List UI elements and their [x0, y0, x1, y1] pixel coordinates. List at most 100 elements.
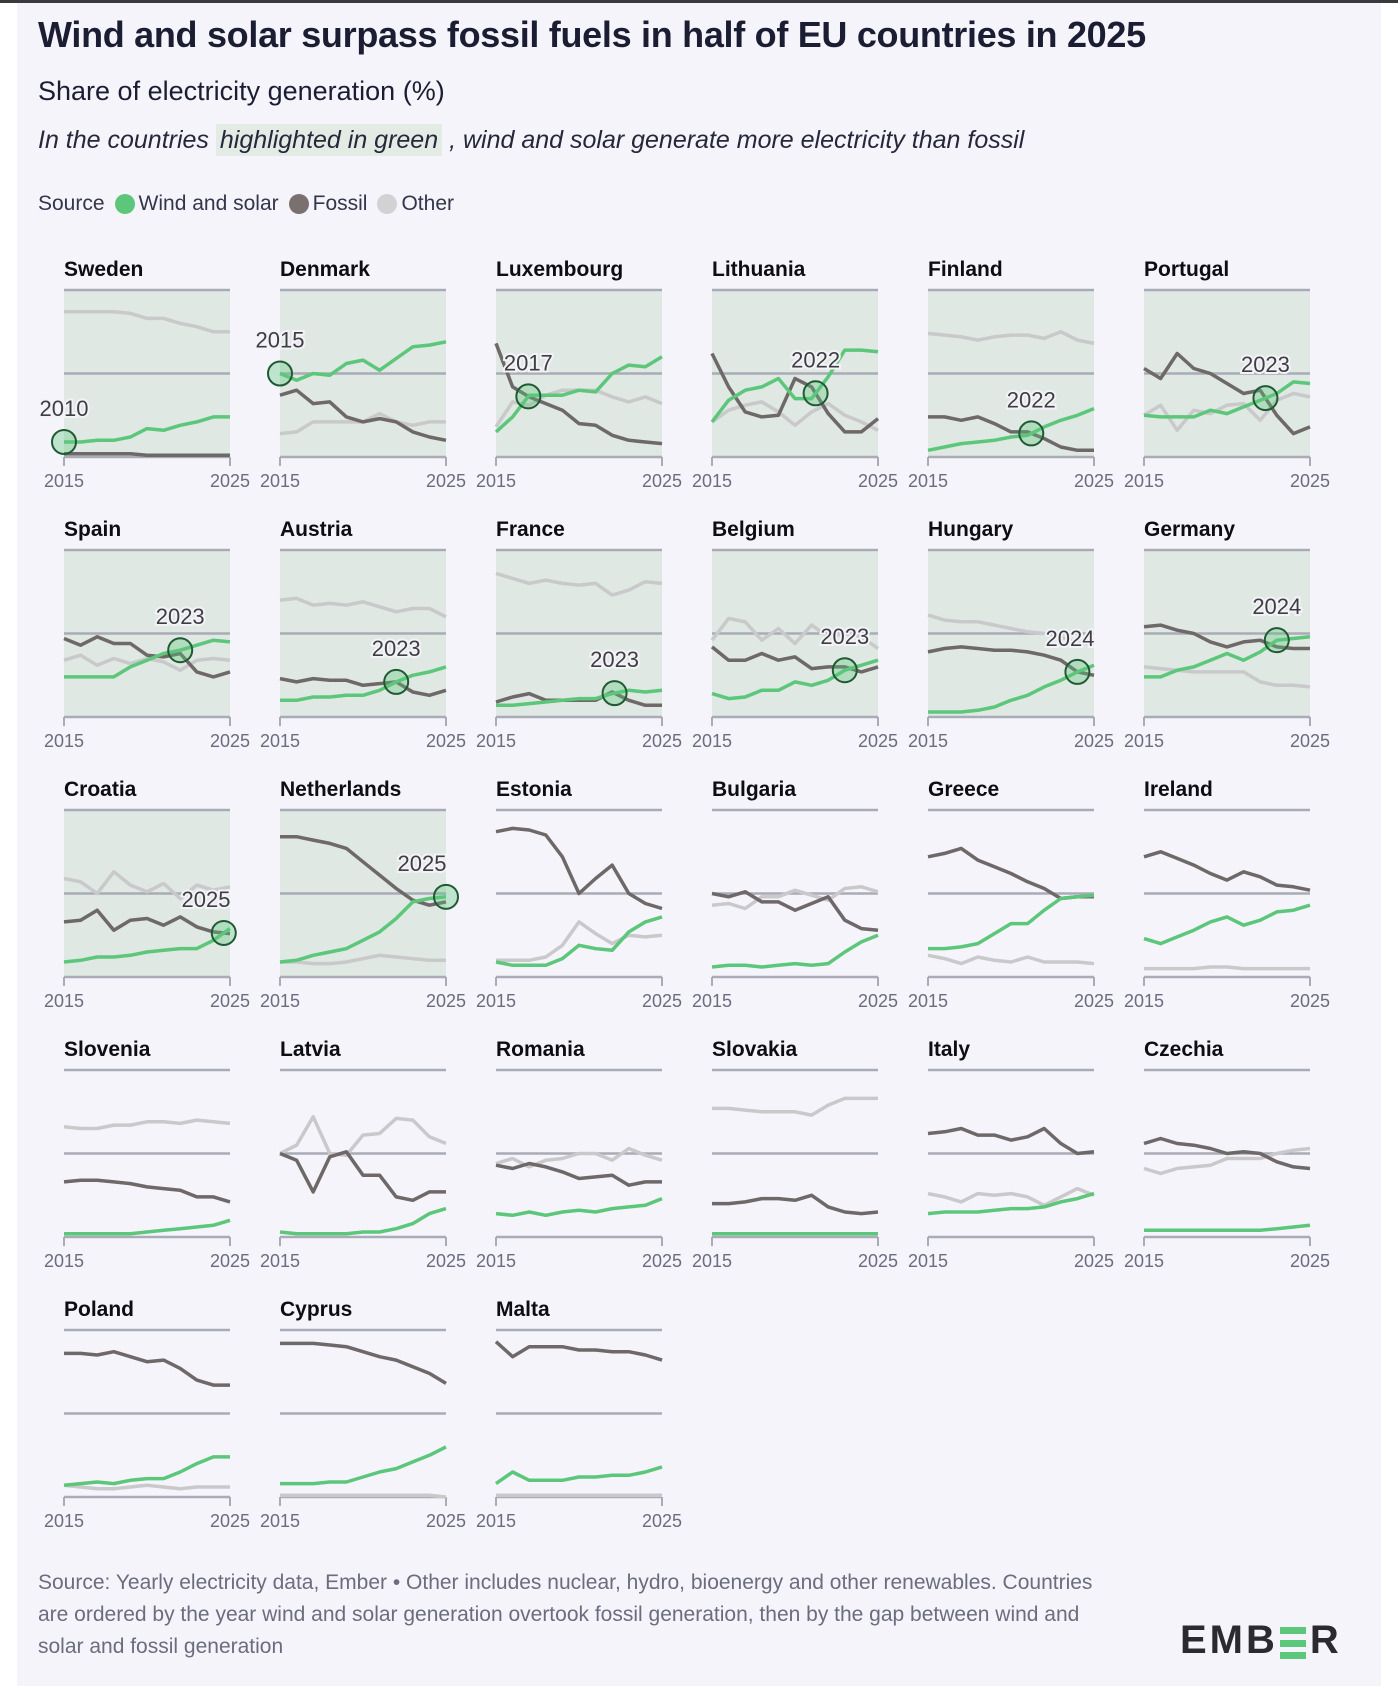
series-line-other [1143, 391, 1311, 433]
series-line-other [63, 1483, 230, 1491]
series-line-fossil [927, 1126, 1095, 1156]
crossover-marker [601, 680, 628, 707]
x-tick-label: 2025 [642, 731, 682, 751]
x-tick-label: 2015 [260, 1511, 300, 1531]
panel-title-netherlands: Netherlands [280, 778, 401, 801]
fossil-swatch-icon [288, 194, 309, 214]
x-tick-label: 2015 [44, 471, 84, 491]
x-tick-label: 2025 [1074, 1251, 1114, 1271]
crossover-year-label: 2023 [156, 604, 205, 629]
series-line-wind-solar [1143, 903, 1311, 946]
panel-title-lithuania: Lithuania [712, 258, 806, 281]
x-tick-label: 2015 [908, 731, 948, 751]
x-tick-label: 2025 [642, 471, 682, 491]
crossover-marker [515, 383, 542, 410]
crossover-year-label: 2010 [40, 396, 89, 421]
x-tick-label: 2015 [908, 1251, 948, 1271]
legend-item-wind-solar[interactable]: Wind and solar [105, 192, 279, 216]
x-tick-label: 2015 [44, 1251, 84, 1271]
panel-title-latvia: Latvia [280, 1038, 341, 1061]
series-line-other [927, 330, 1095, 346]
series-line-fossil [63, 635, 231, 679]
x-tick-label: 2015 [260, 1251, 300, 1271]
series-line-wind-solar [63, 1455, 230, 1488]
series-line-fossil [1143, 351, 1311, 436]
legend-item-other[interactable]: Other [367, 192, 454, 216]
legend-item-label: Other [401, 192, 454, 215]
series-line-wind-solar [711, 658, 879, 701]
x-tick-label: 2025 [642, 991, 682, 1011]
legend-label: Source [38, 192, 105, 215]
series-line-fossil [279, 1150, 446, 1203]
crossover-marker [1263, 627, 1290, 654]
crossover-marker [802, 380, 829, 407]
x-tick-label: 2015 [1124, 731, 1164, 751]
series-line-fossil [63, 908, 231, 936]
note-highlight: highlighted in green [215, 124, 443, 156]
series-line-wind-solar [279, 895, 447, 964]
crossover-marker [167, 637, 194, 664]
top-bar [0, 0, 1398, 3]
series-line-wind-solar [64, 1218, 231, 1236]
x-tick-label: 2015 [476, 991, 516, 1011]
series-line-other [712, 1096, 878, 1117]
x-tick-label: 2025 [210, 731, 250, 751]
series-line-other [710, 616, 880, 650]
crossover-marker [1018, 420, 1045, 447]
panel-title-ireland: Ireland [1144, 778, 1213, 801]
legend: Source Wind and solar Fossil Other [38, 192, 454, 216]
x-tick-label: 2015 [1124, 991, 1164, 1011]
series-line-wind-solar [1143, 380, 1311, 419]
x-tick-label: 2025 [1074, 991, 1114, 1011]
x-tick-label: 2015 [44, 991, 84, 1011]
x-tick-label: 2015 [908, 471, 948, 491]
crossover-year-label: 2024 [1252, 594, 1301, 619]
series-line-fossil [1143, 623, 1310, 651]
series-line-fossil [1143, 850, 1311, 892]
panel-title-czechia: Czechia [1144, 1038, 1224, 1061]
series-line-other [279, 596, 447, 619]
series-line-fossil [280, 1341, 447, 1385]
series-line-wind-solar [494, 1465, 663, 1486]
x-tick-label: 2015 [476, 1511, 516, 1531]
series-line-other [495, 1146, 663, 1169]
panel-title-malta: Malta [496, 1298, 550, 1321]
crossover-year-label: 2022 [1007, 387, 1056, 412]
series-line-fossil [63, 1178, 231, 1204]
chart-note: In the countries highlighted in green , … [38, 124, 1024, 156]
x-tick-label: 2025 [1074, 471, 1114, 491]
panel-title-croatia: Croatia [64, 778, 137, 801]
chart-card [17, 3, 1381, 1686]
panel-title-bulgaria: Bulgaria [712, 778, 796, 801]
series-line-wind-solar [64, 415, 230, 444]
crossover-year-label: 2017 [504, 350, 553, 375]
crossover-marker [51, 428, 77, 455]
crossover-marker [267, 360, 293, 387]
series-line-fossil [710, 352, 880, 434]
x-tick-label: 2015 [44, 1511, 84, 1531]
series-line-other [280, 953, 446, 966]
wind-solar-swatch-icon [114, 194, 135, 214]
panel-title-italy: Italy [928, 1038, 970, 1061]
x-tick-label: 2015 [692, 1251, 732, 1271]
series-line-wind-solar [279, 340, 447, 382]
x-tick-label: 2015 [692, 731, 732, 751]
panel-title-greece: Greece [928, 778, 999, 801]
series-line-other [495, 571, 663, 597]
legend-item-fossil[interactable]: Fossil [279, 192, 367, 216]
series-line-other [711, 885, 879, 911]
series-line-wind-solar [1144, 635, 1311, 679]
crossover-year-label: 2023 [1241, 352, 1290, 377]
crossover-year-label: 2025 [398, 851, 447, 876]
series-line-fossil [711, 890, 879, 932]
logo-text-left: EMB [1180, 1618, 1278, 1662]
series-line-fossil [927, 846, 1094, 901]
other-swatch-icon [377, 194, 398, 214]
x-tick-label: 2015 [1124, 1251, 1164, 1271]
x-tick-label: 2025 [858, 1251, 898, 1271]
crossover-year-label: 2023 [820, 624, 869, 649]
series-line-fossil [494, 342, 663, 446]
x-tick-label: 2015 [692, 991, 732, 1011]
series-line-fossil [279, 388, 447, 443]
panel-title-germany: Germany [1144, 518, 1235, 541]
